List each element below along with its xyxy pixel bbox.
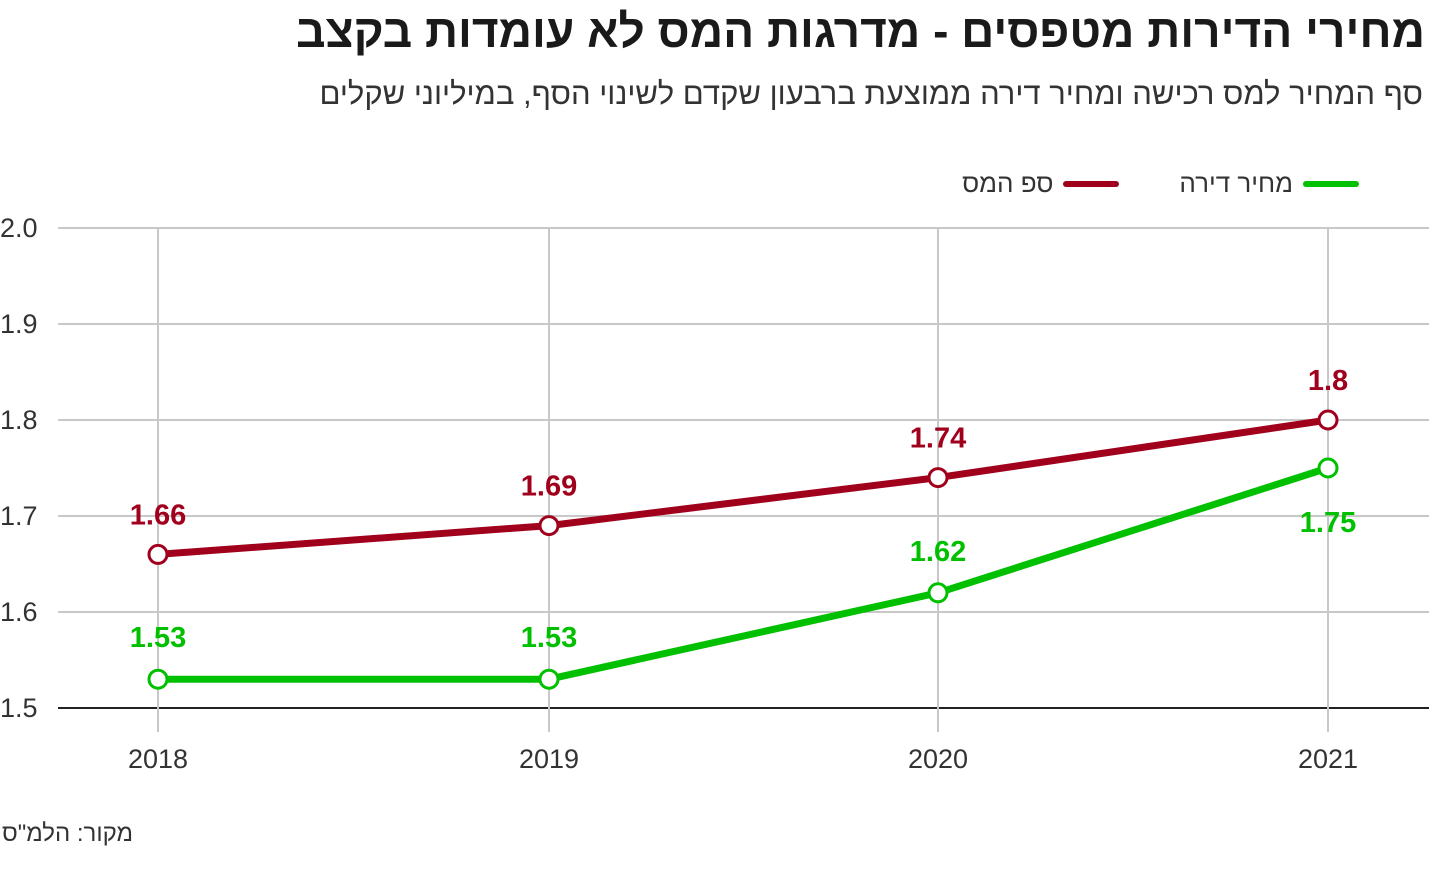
data-point-threshold: [927, 467, 949, 489]
series-line-threshold: [157, 416, 1329, 558]
data-label-threshold: 1.74: [910, 423, 966, 455]
legend-item-price: מחיר דירה: [1179, 168, 1359, 199]
data-label-price: 1.75: [1300, 507, 1356, 539]
data-point-price: [147, 668, 169, 690]
data-label-price: 1.62: [910, 536, 966, 568]
data-label-threshold: 1.66: [130, 499, 186, 531]
x-tick-label: 2021: [1298, 744, 1358, 774]
legend-item-threshold: ספ המס: [962, 168, 1120, 199]
source-note: מקור: הלמ"ס: [2, 820, 133, 847]
legend: מחיר דירה ספ המס: [962, 168, 1359, 199]
data-point-threshold: [1317, 409, 1339, 431]
data-point-price: [538, 668, 560, 690]
series-line-price: [158, 464, 1330, 683]
data-point-threshold: [147, 543, 169, 565]
chart-subtitle: סף המחיר למס רכישה ומחיר דירה ממוצעת ברב…: [319, 76, 1423, 111]
legend-swatch-price: [1303, 180, 1359, 187]
data-point-threshold: [538, 515, 560, 537]
data-label-price: 1.53: [521, 622, 577, 654]
y-tick-label: 1.9: [0, 309, 38, 339]
x-tick-label: 2019: [519, 744, 579, 774]
legend-label-threshold: ספ המס: [962, 168, 1054, 198]
x-tick-label: 2018: [128, 744, 188, 774]
legend-label-price: מחיר דירה: [1179, 168, 1293, 198]
y-tick-label: 1.6: [0, 597, 38, 627]
data-label-threshold: 1.8: [1308, 365, 1348, 397]
y-tick-label: 1.7: [0, 501, 38, 531]
y-tick-label: 2.0: [0, 213, 38, 243]
x-tick-label: 2020: [908, 744, 968, 774]
chart-title: מחירי הדירות מטפסים - מדרגות המס לא עומד…: [296, 5, 1425, 57]
y-tick-label: 1.8: [0, 405, 38, 435]
data-label-threshold: 1.69: [521, 471, 577, 503]
data-label-price: 1.53: [130, 622, 186, 654]
data-point-price: [1317, 457, 1339, 479]
data-point-price: [927, 582, 949, 604]
legend-swatch-threshold: [1063, 180, 1120, 187]
y-tick-label: 1.5: [0, 693, 38, 723]
